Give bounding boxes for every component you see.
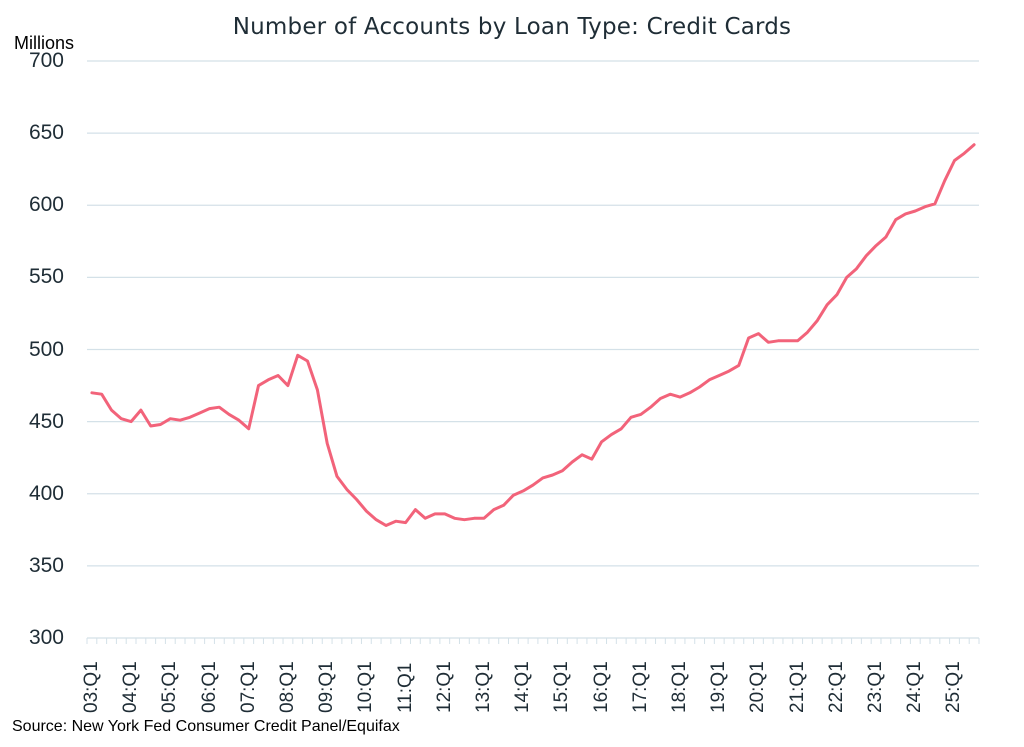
x-tick-label: 23:Q1 <box>865 661 887 713</box>
x-tick-label: 25:Q1 <box>943 661 965 713</box>
x-tick-label: 09:Q1 <box>316 661 338 713</box>
x-tick-label: 19:Q1 <box>708 661 730 713</box>
x-tick-label: 10:Q1 <box>355 661 377 713</box>
x-tick-label: 16:Q1 <box>590 661 612 713</box>
y-tick-label: 650 <box>28 121 64 145</box>
x-tick-label: 14:Q1 <box>512 661 534 713</box>
y-tick-label: 550 <box>28 265 64 289</box>
y-tick-label: 450 <box>28 409 64 433</box>
x-tick-label: 05:Q1 <box>159 661 181 713</box>
x-tick-label: 18:Q1 <box>669 661 691 713</box>
x-tick-label: 20:Q1 <box>747 661 769 713</box>
y-tick-label: 350 <box>28 553 64 577</box>
source-note: Source: New York Fed Consumer Credit Pan… <box>12 718 400 735</box>
x-tick-label: 17:Q1 <box>629 661 651 713</box>
y-tick-label: 500 <box>28 337 64 361</box>
y-tick-label: 400 <box>28 481 64 505</box>
x-tick-label: 04:Q1 <box>120 661 142 713</box>
gridlines <box>87 60 979 639</box>
y-tick-label: 600 <box>28 193 64 217</box>
x-tick-label: 03:Q1 <box>80 661 102 713</box>
x-tick-label: 22:Q1 <box>825 661 847 713</box>
x-tick-label: 12:Q1 <box>433 661 455 713</box>
x-tick-label: 21:Q1 <box>786 661 808 713</box>
y-tick-label: 300 <box>28 626 64 649</box>
chart-title: Number of Accounts by Loan Type: Credit … <box>232 14 792 40</box>
x-tick-label: 06:Q1 <box>198 661 220 713</box>
x-tick-label: 07:Q1 <box>237 661 259 713</box>
series-line-credit-cards <box>90 143 976 527</box>
x-axis-ticks <box>86 638 980 644</box>
x-tick-label: 24:Q1 <box>904 661 926 713</box>
x-tick-label: 11:Q1 <box>394 662 416 713</box>
y-axis-unit-label: Millions <box>14 33 75 53</box>
x-tick-label: 08:Q1 <box>276 661 298 713</box>
x-tick-label: 15:Q1 <box>551 661 573 713</box>
y-tick-label: 700 <box>28 49 64 72</box>
x-tick-label: 13:Q1 <box>472 661 494 713</box>
